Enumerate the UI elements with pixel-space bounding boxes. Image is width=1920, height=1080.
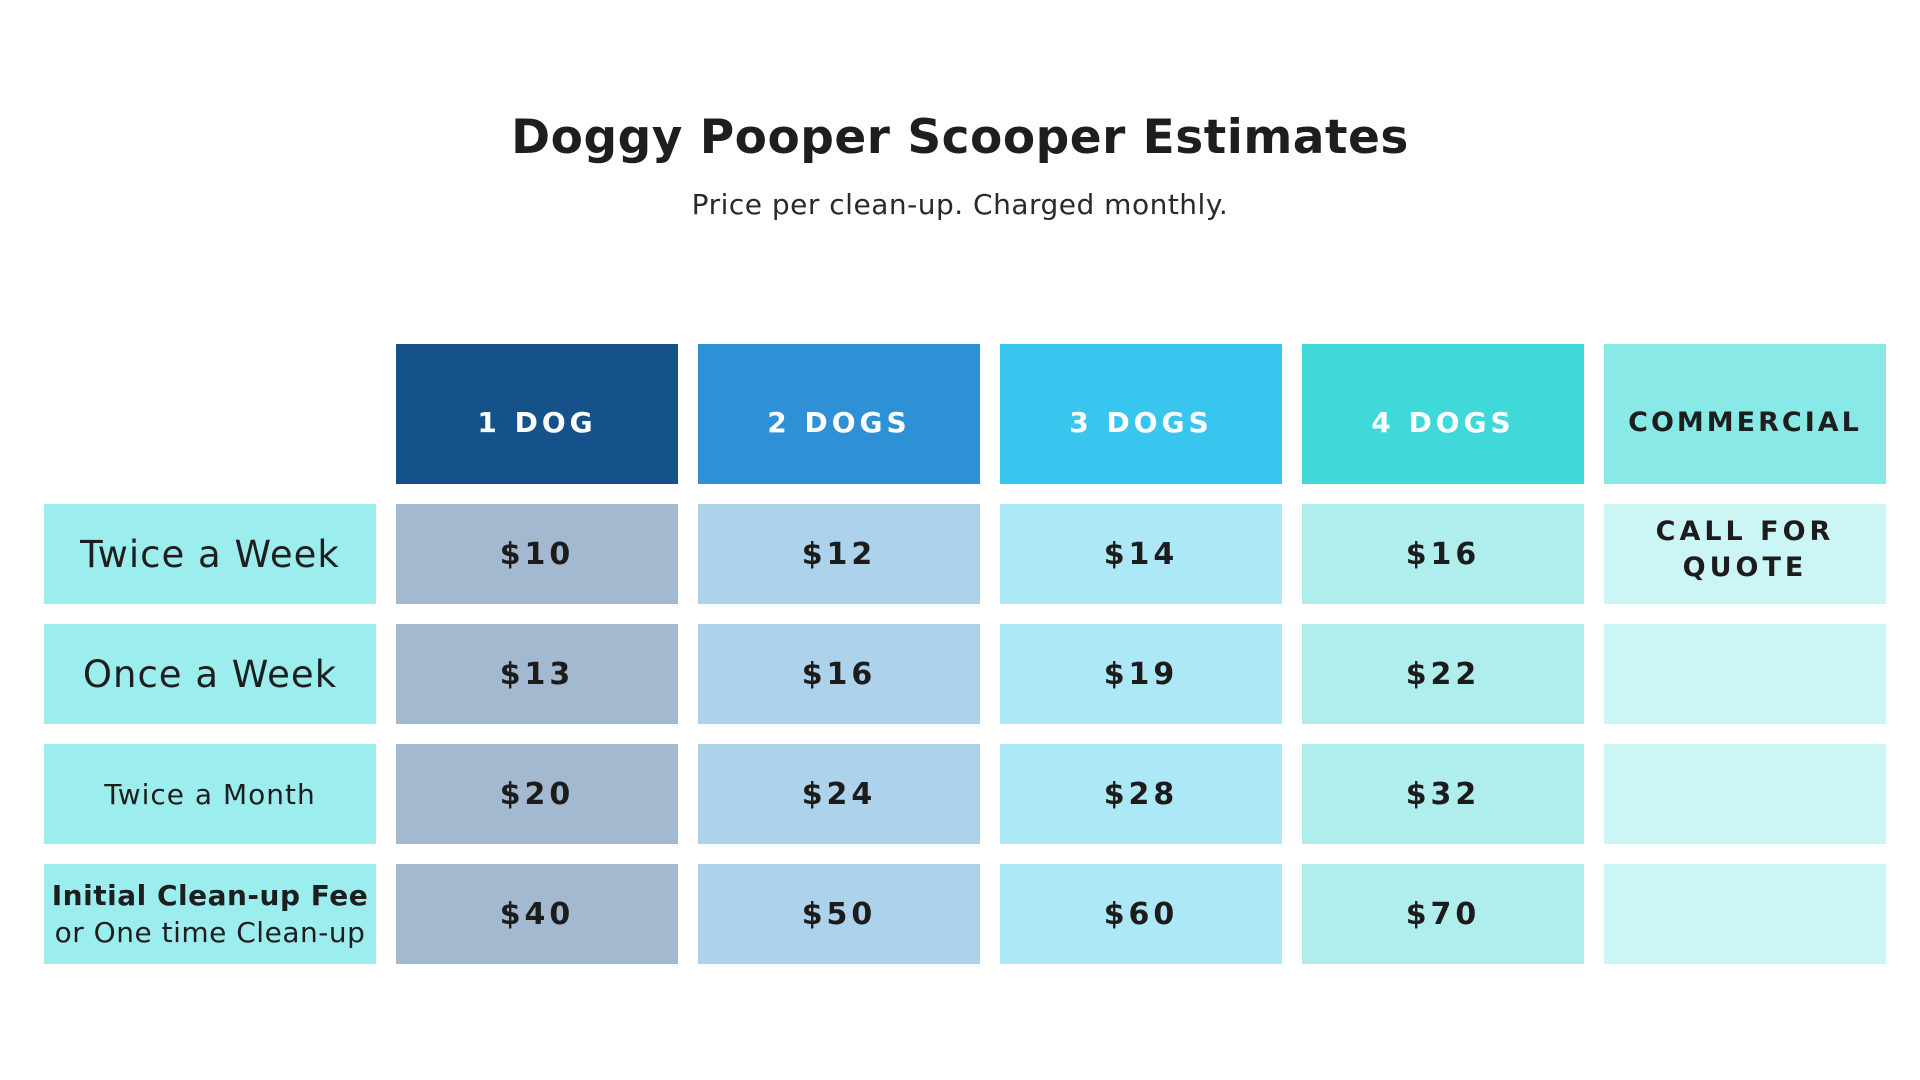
price-cell: $13	[396, 624, 678, 724]
column-header-commercial: COMMERCIAL	[1604, 344, 1886, 484]
column-header-4-dogs: 4 DOGS	[1302, 344, 1584, 484]
quote-line-2: QUOTE	[1682, 552, 1808, 583]
price-cell: $28	[1000, 744, 1282, 844]
page-title: Doggy Pooper Scooper Estimates	[511, 110, 1409, 165]
commercial-empty-cell	[1604, 744, 1886, 844]
price-cell: $60	[1000, 864, 1282, 964]
price-cell: $16	[698, 624, 980, 724]
price-cell: $70	[1302, 864, 1584, 964]
price-cell: $19	[1000, 624, 1282, 724]
price-cell: $20	[396, 744, 678, 844]
row-label-once-a-week: Once a Week	[44, 624, 376, 724]
row-label-line-2: or One time Clean-up	[54, 916, 366, 949]
row-label-twice-a-week: Twice a Week	[44, 504, 376, 604]
column-header-2-dogs: 2 DOGS	[698, 344, 980, 484]
column-header-1-dog: 1 DOG	[396, 344, 678, 484]
price-cell: $22	[1302, 624, 1584, 724]
row-label-initial-cleanup: Initial Clean-up Fee or One time Clean-u…	[44, 864, 376, 964]
table-corner	[44, 344, 376, 484]
price-cell: $32	[1302, 744, 1584, 844]
price-cell: $50	[698, 864, 980, 964]
page-subtitle: Price per clean-up. Charged monthly.	[691, 188, 1229, 221]
row-label-line-1: Initial Clean-up Fee	[51, 879, 369, 912]
commercial-quote-cell: CALL FOR QUOTE	[1604, 504, 1886, 604]
commercial-empty-cell	[1604, 624, 1886, 724]
price-cell: $16	[1302, 504, 1584, 604]
price-cell: $12	[698, 504, 980, 604]
price-cell: $10	[396, 504, 678, 604]
quote-line-1: CALL FOR	[1655, 516, 1835, 547]
commercial-empty-cell	[1604, 864, 1886, 964]
price-cell: $24	[698, 744, 980, 844]
row-label-twice-a-month: Twice a Month	[44, 744, 376, 844]
column-header-3-dogs: 3 DOGS	[1000, 344, 1282, 484]
price-cell: $40	[396, 864, 678, 964]
price-cell: $14	[1000, 504, 1282, 604]
pricing-table: 1 DOG 2 DOGS 3 DOGS 4 DOGS COMMERCIAL Tw…	[44, 344, 1886, 964]
